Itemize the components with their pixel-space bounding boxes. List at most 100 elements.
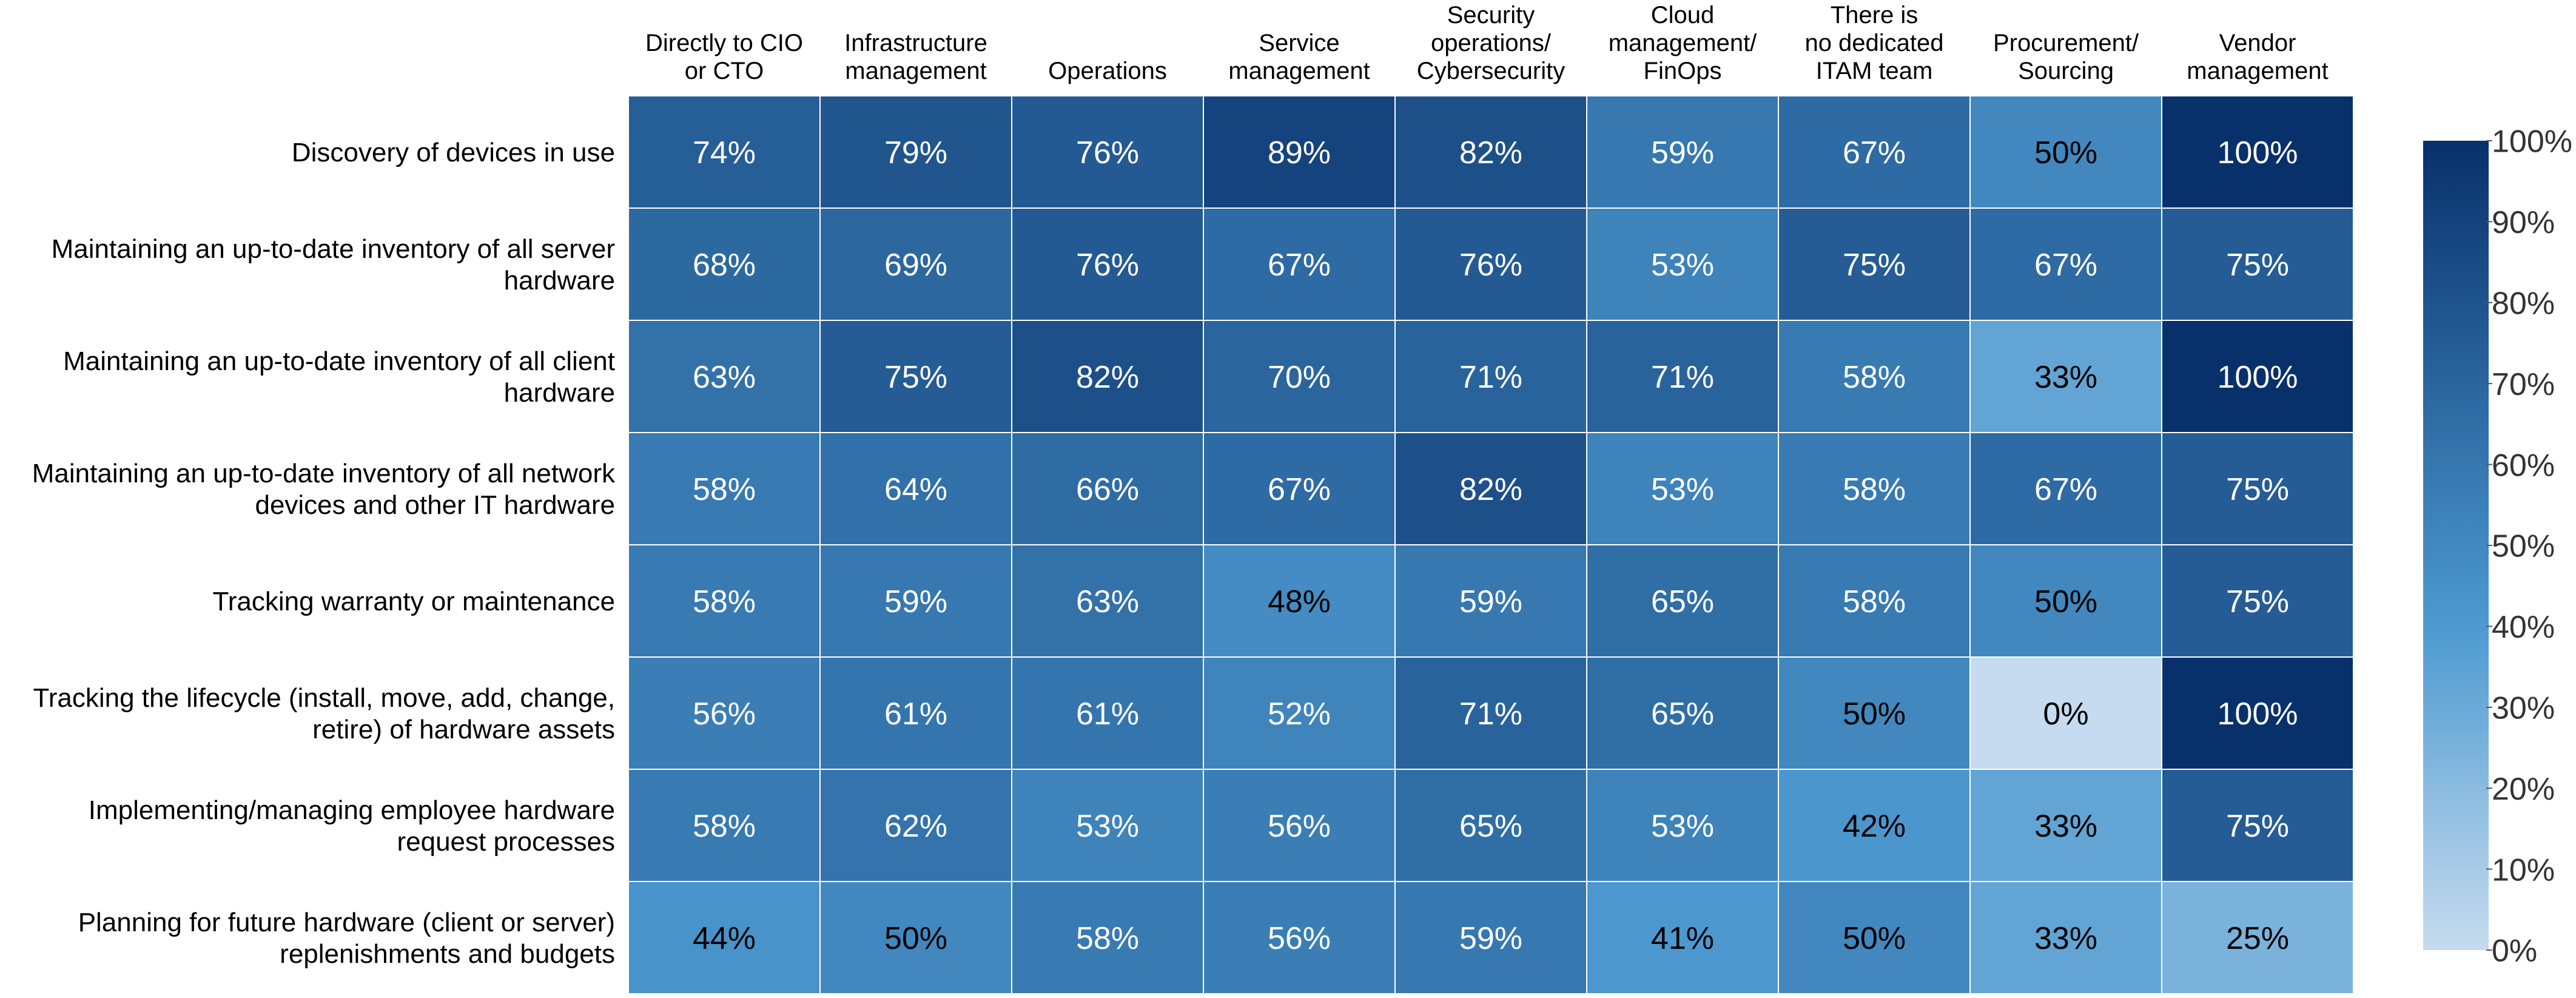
cell-value-label: 33% [2034, 809, 2097, 844]
heatmap-cell [1969, 207, 2162, 321]
cell-value-label: 63% [1076, 584, 1139, 619]
row-label-line: hardware [504, 266, 615, 295]
heatmap-cell [2161, 320, 2354, 433]
cell-value-label: 48% [1268, 584, 1331, 619]
heatmap-cell [1011, 320, 1204, 433]
column-header-line: Operations [1048, 58, 1167, 84]
column-header-line: operations/ [1431, 30, 1552, 56]
heatmap-cell [1203, 95, 1396, 209]
cell-value-label: 82% [1076, 360, 1139, 395]
cell-value-label: 68% [693, 248, 756, 283]
cell-value-label: 67% [2034, 248, 2097, 283]
heatmap-cell [1778, 320, 1971, 433]
row-label: Maintaining an up-to-date inventory of a… [32, 459, 616, 520]
cell-value-label: 100% [2218, 135, 2298, 170]
heatmap-cell [1586, 881, 1779, 994]
cell-value-label: 58% [1843, 584, 1906, 619]
heatmap-cell [1586, 207, 1779, 321]
cell-value-label: 70% [1268, 360, 1331, 395]
cell-value-label: 89% [1268, 135, 1331, 170]
heatmap-cell [628, 544, 821, 658]
cell-value-label: 42% [1843, 809, 1906, 844]
cell-value-label: 79% [884, 135, 947, 170]
row-label-line: Maintaining an up-to-date inventory of a… [32, 459, 616, 488]
cell-value-label: 52% [1268, 696, 1331, 732]
row-label: Maintaining an up-to-date inventory of a… [63, 346, 615, 408]
heatmap-cell [819, 432, 1012, 545]
row-label-line: Planning for future hardware (client or … [78, 908, 615, 937]
row-label-line: Maintaining an up-to-date inventory of a… [63, 346, 615, 376]
heatmap-cell [2161, 656, 2354, 770]
heatmap-cell [819, 769, 1012, 882]
heatmap-cell [1011, 95, 1204, 209]
heatmap-cell [819, 95, 1012, 209]
cell-value-label: 65% [1459, 809, 1522, 844]
column-header-line: Cybersecurity [1417, 58, 1565, 84]
heatmap-cell [1011, 656, 1204, 770]
cell-value-label: 50% [884, 921, 947, 956]
row-label: Implementing/managing employee hardware r… [89, 795, 615, 857]
cell-value-label: 53% [1076, 809, 1139, 844]
row-label: Discovery of devices in use [292, 138, 615, 167]
cell-value-label: 58% [693, 472, 756, 507]
column-header: Directly to CIO or CTO [645, 30, 803, 84]
column-header-line: Service [1259, 30, 1339, 56]
heatmap-cell [819, 544, 1012, 658]
heatmap-cell [819, 656, 1012, 770]
heatmap-cell [1778, 207, 1971, 321]
column-header-line: Procurement/ [1993, 30, 2139, 56]
cell-value-label: 50% [1843, 921, 1906, 956]
colorbar-tick-label: 60% [2492, 448, 2555, 483]
heatmap-cell [628, 207, 821, 321]
row-label: Tracking warranty or maintenance [212, 587, 615, 616]
colorbar-tick-label: 20% [2492, 772, 2555, 807]
heatmap-cell [1203, 544, 1396, 658]
colorbar [2423, 141, 2489, 950]
cell-value-label: 33% [2034, 921, 2097, 956]
row-label-line: replenishments and budgets [280, 939, 615, 969]
colorbar-tick-label: 0% [2492, 934, 2537, 969]
cell-value-label: 53% [1651, 248, 1714, 283]
cell-value-label: 71% [1459, 696, 1522, 732]
colorbar-tick-label: 80% [2492, 286, 2555, 322]
heatmap-cell [1011, 769, 1204, 882]
column-header-line: Security [1447, 2, 1535, 29]
heatmap-cell [1011, 881, 1204, 994]
row-label-line: devices and other IT hardware [255, 490, 615, 520]
cell-value-label: 53% [1651, 472, 1714, 507]
row-label-line: Maintaining an up-to-date inventory of a… [52, 234, 615, 264]
cell-value-label: 58% [1076, 921, 1139, 956]
column-header-line: There is [1831, 2, 1919, 29]
heatmap-cell [1394, 320, 1587, 433]
column-header-line: or CTO [685, 58, 764, 84]
column-header: Cloud management/FinOps [1609, 2, 1757, 84]
heatmap-cell [1778, 769, 1971, 882]
cell-value-label: 64% [884, 472, 947, 507]
heatmap-cell [628, 432, 821, 545]
cell-value-label: 75% [2226, 248, 2289, 283]
heatmap-cell [1011, 544, 1204, 658]
colorbar-tick-label: 30% [2492, 691, 2555, 726]
cell-value-label: 53% [1651, 809, 1714, 844]
column-header-line: management [2187, 58, 2328, 84]
cell-value-label: 56% [1268, 921, 1331, 956]
column-header: Operations [1048, 58, 1167, 84]
column-header-line: no dedicated [1804, 30, 1943, 56]
cell-value-label: 41% [1651, 921, 1714, 956]
heatmap-cell [1394, 769, 1587, 882]
cell-value-label: 59% [1459, 921, 1522, 956]
cell-value-label: 66% [1076, 472, 1139, 507]
cell-value-label: 75% [884, 360, 947, 395]
heatmap-cell [1203, 207, 1396, 321]
cell-value-label: 63% [693, 360, 756, 395]
heatmap-cell [1203, 881, 1396, 994]
column-header: There is no dedicated ITAM team [1804, 2, 1943, 84]
column-header-line: Infrastructure [844, 30, 987, 56]
column-header: Infrastructure management [844, 30, 987, 84]
cell-value-label: 58% [1843, 360, 1906, 395]
cell-value-label: 76% [1076, 135, 1139, 170]
column-header-line: management [1228, 58, 1370, 84]
heatmap-cell [1203, 432, 1396, 545]
